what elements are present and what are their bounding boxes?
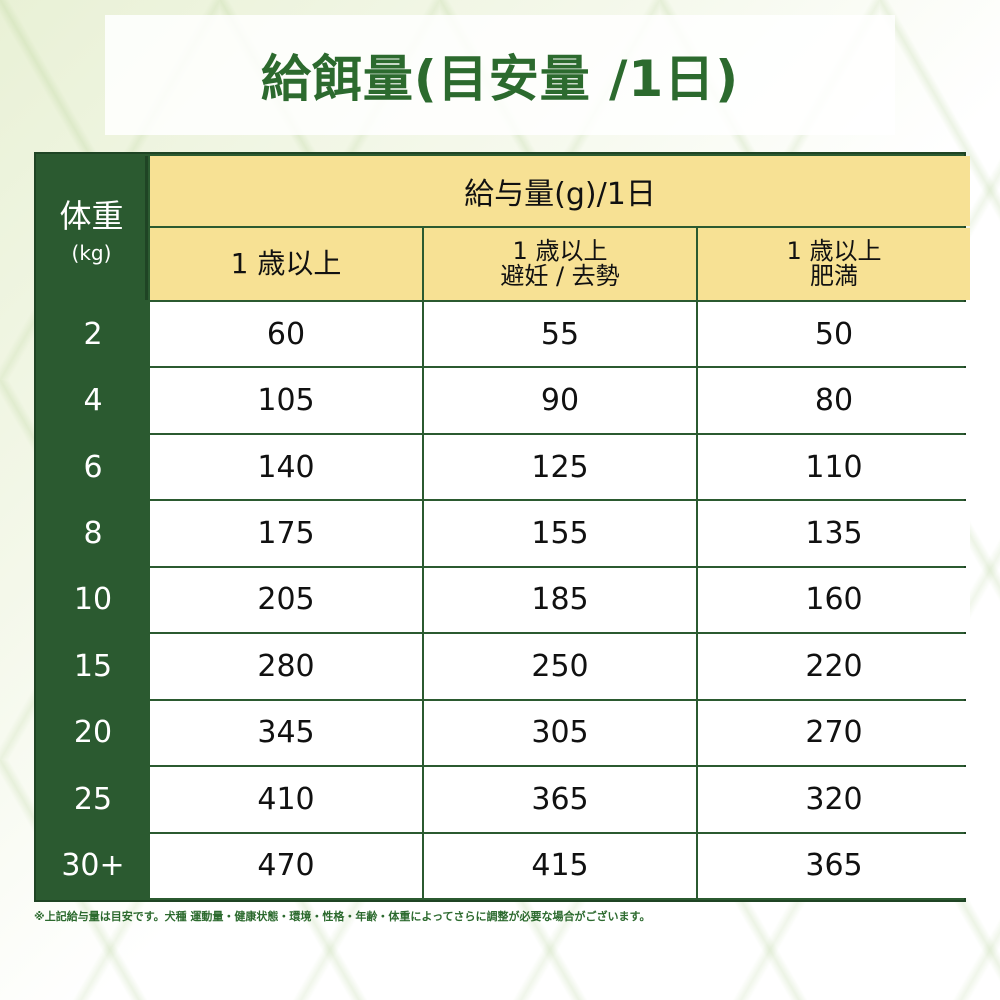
amount-cell: 305 [424,700,696,766]
column-header-obese: 1 歳以上 肥満 [698,228,970,300]
amount-cell: 135 [698,501,970,566]
column-header-line1: 1 歳以上 [512,236,608,265]
amount-cell: 110 [698,434,970,500]
amount-cell: 60 [150,302,422,367]
amount-cell: 365 [698,833,970,898]
weight-header: 体重 (kg) [38,156,148,300]
amount-cell: 50 [698,302,970,367]
page-title: 給餌量(目安量 /1日) [260,50,740,108]
weight-cell: 8 [38,501,148,566]
column-header-line2: 肥満 [810,262,858,290]
amount-cell: 155 [424,501,696,566]
column-header-line1: 1 歳以上 [786,236,882,265]
amount-cell: 280 [150,634,422,699]
feeding-table: 体重 (kg) 給与量(g)/1日 1 歳以上 1 歳以上 避妊 / 去勢 1 … [34,152,970,902]
weight-cell: 30+ [38,833,148,898]
amount-cell: 125 [424,434,696,500]
amount-cell: 270 [698,700,970,766]
title-banner: 給餌量(目安量 /1日) [105,15,895,135]
amount-cell: 250 [424,634,696,699]
column-header-adult: 1 歳以上 [150,228,422,300]
amount-cell: 160 [698,567,970,633]
weight-cell: 10 [38,567,148,633]
weight-header-label: 体重 [59,197,124,235]
weight-cell: 25 [38,767,148,832]
weight-unit: (kg) [71,241,112,265]
amount-cell: 320 [698,767,970,832]
weight-cell: 15 [38,634,148,699]
amount-cell: 410 [150,767,422,832]
amount-header: 給与量(g)/1日 [150,156,970,226]
weight-cell: 4 [38,368,148,433]
column-header-line2: 避妊 / 去勢 [500,262,620,290]
amount-cell: 80 [698,368,970,433]
column-header-neutered: 1 歳以上 避妊 / 去勢 [424,228,696,300]
amount-cell: 220 [698,634,970,699]
amount-cell: 175 [150,501,422,566]
column-header-line1: 1 歳以上 [230,247,342,281]
weight-cell: 2 [38,302,148,367]
footnote: ※上記給与量は目安です。犬種 運動量・健康状態・環境・性格・年齢・体重によってさ… [34,910,651,923]
amount-cell: 470 [150,833,422,898]
amount-cell: 365 [424,767,696,832]
amount-cell: 90 [424,368,696,433]
amount-cell: 185 [424,567,696,633]
amount-cell: 105 [150,368,422,433]
weight-cell: 20 [38,700,148,766]
amount-cell: 415 [424,833,696,898]
amount-cell: 140 [150,434,422,500]
amount-cell: 345 [150,700,422,766]
amount-cell: 55 [424,302,696,367]
weight-cell: 6 [38,434,148,500]
amount-cell: 205 [150,567,422,633]
